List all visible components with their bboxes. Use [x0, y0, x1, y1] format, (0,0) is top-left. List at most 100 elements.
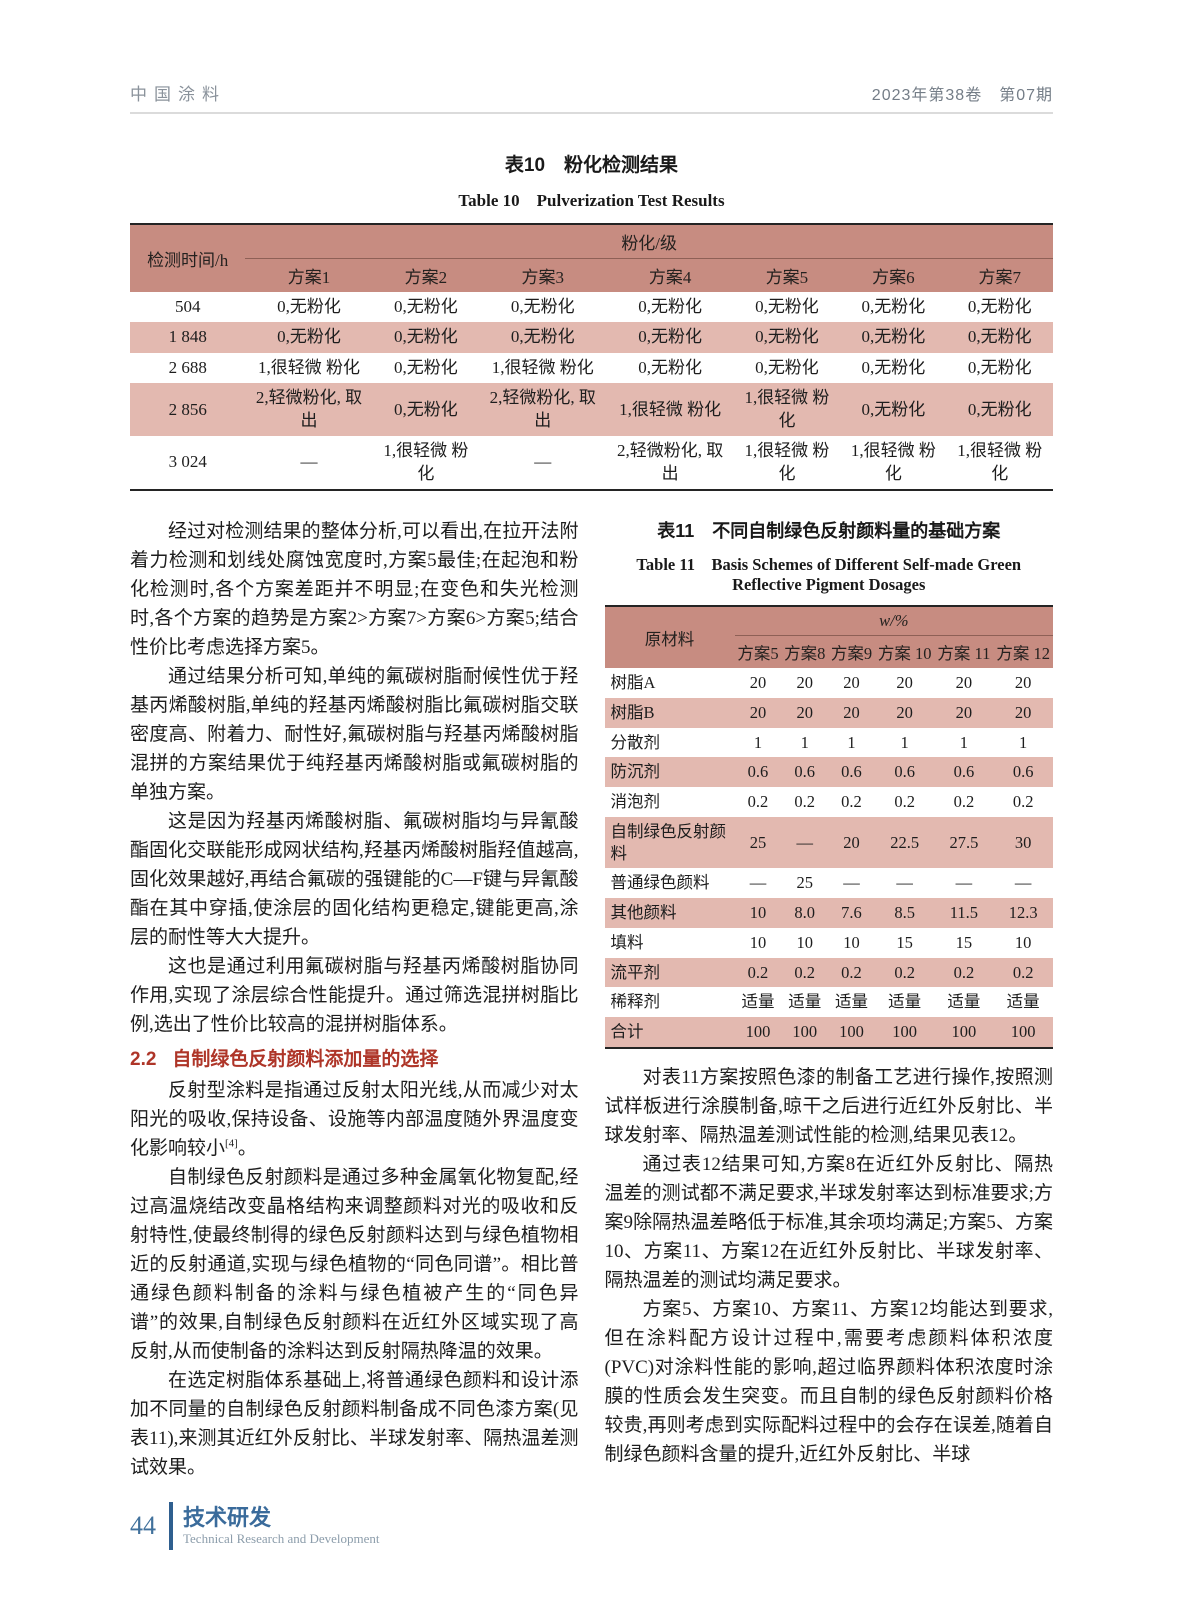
table-cell: 11.5	[949, 903, 979, 923]
table-cell: 0,无粉化	[967, 399, 1032, 419]
table-cell: 20	[955, 673, 973, 693]
table10-scheme-row: 方案1 方案2 方案3 方案4 方案5 方案6 方案7	[130, 259, 1053, 293]
table-cell: 0.6	[953, 762, 975, 782]
table-cell: 15	[896, 932, 913, 952]
table-cell: 0,无粉化	[755, 327, 819, 347]
table-cell: 2,轻微粉化, 取出	[255, 388, 363, 430]
table-row: 分散剂 1 1 1 1 1 1	[605, 728, 1054, 758]
table-cell: 2,轻微粉化, 取出	[616, 441, 724, 483]
table-cell: 0,无粉化	[755, 297, 819, 316]
table-cell: 100	[892, 1022, 918, 1042]
table-cell: —	[896, 873, 913, 893]
column-header: 方案4	[648, 268, 692, 287]
table-cell: 0.2	[841, 962, 862, 982]
column-header: 方案2	[404, 268, 448, 287]
table-cell: 0,无粉化	[510, 297, 575, 316]
table-cell: 1	[753, 732, 763, 752]
table-row: 2 856 2,轻微粉化, 取出 0,无粉化 2,轻微粉化, 取出 1,很轻微 粉化 1,…	[130, 383, 1053, 437]
row-label: 分散剂	[610, 732, 661, 752]
table10-group-header: 粉化/级	[245, 224, 1053, 259]
table10-title-zh: 表10 粉化检测结果	[504, 155, 679, 176]
table-cell: 27.5	[949, 832, 979, 852]
table-row: 流平剂 0.2 0.2 0.2 0.2 0.2 0.2	[604, 957, 1053, 988]
right-column-text: 对表11方案按照色漆的制备工艺进行操作,按照测试样板进行涂膜制备,晾干之后进行近…	[605, 1063, 1054, 1469]
table-cell: 适量	[888, 992, 922, 1012]
table-cell: 0,无粉化	[638, 297, 702, 316]
table-cell: 25	[796, 873, 813, 893]
table-cell: 1,很轻微 粉化	[744, 388, 830, 430]
table-cell: 0,无粉化	[755, 357, 819, 377]
table10-head: 检测时间/h 粉化/级 方案1 方案2 方案3 方案4 方案5 方案6 方案7	[130, 224, 1053, 292]
table-row: 其他颜料 10 8.0 7.6 8.5 11.5 12.3	[604, 898, 1053, 928]
row-label: 3 024	[168, 452, 207, 472]
table-cell: 10	[749, 903, 767, 923]
table10-body: 504 0,无粉化 0,无粉化 0,无粉化 0,无粉化 0,无粉化 0,无粉化 0,无粉化 1 …	[130, 292, 1053, 490]
column-header: 方案 12	[996, 644, 1050, 664]
table-cell: 2,轻微粉化, 取出	[489, 388, 596, 430]
row-label: 其他颜料	[610, 903, 677, 923]
table-cell: 0.2	[894, 792, 915, 812]
pigment-dosage-table: 原材料 w/% 方案5 方案8 方案9 方案 10 方案 11 方案 12 树脂A 20 20…	[604, 605, 1054, 1050]
table-cell: —	[843, 873, 860, 893]
table-cell: 0,无粉化	[967, 327, 1032, 347]
table-cell: 0,无粉化	[394, 357, 458, 377]
table-cell: 适量	[947, 992, 981, 1012]
table-cell: 0,无粉化	[277, 297, 341, 316]
table-cell: 0.6	[794, 762, 816, 782]
table-cell: 0.6	[747, 762, 769, 782]
table-cell: 适量	[741, 992, 775, 1012]
column-header: 方案3	[521, 268, 565, 287]
table-cell: 适量	[1006, 992, 1040, 1012]
table10-row-header: 检测时间/h	[147, 251, 229, 270]
table-cell: 适量	[834, 992, 868, 1012]
table-cell: 7.6	[841, 903, 862, 923]
table-cell: 20	[796, 702, 813, 722]
table-cell: 0.2	[894, 962, 915, 982]
table-cell: 10	[1014, 932, 1032, 952]
table-cell: 0.6	[1012, 762, 1034, 782]
table-row: 防沉剂 0.6 0.6 0.6 0.6 0.6 0.6	[604, 757, 1053, 788]
paragraph: 对表11方案按照色漆的制备工艺进行操作,按照测试样板进行涂膜制备,晾干之后进行近…	[604, 1067, 1054, 1147]
paragraph: 反射型涂料是指通过反射太阳光线,从而减少对太阳光的吸收,保持设备、设施等内部温度…	[130, 1080, 579, 1160]
table11-row-header: 原材料	[644, 629, 695, 649]
table-cell: 1	[1019, 732, 1028, 752]
table-cell: 1	[900, 732, 909, 752]
reference-marker: [4]	[225, 1137, 238, 1150]
column-header: 方案9	[830, 644, 873, 664]
table-cell: 10	[749, 932, 767, 952]
paragraph: 自制绿色反射颜料是通过多种金属氧化物复配,经过高温烧结改变晶格结构来调整颜料对光…	[130, 1167, 579, 1363]
footer-divider	[169, 1502, 173, 1550]
table-cell: 20	[843, 702, 860, 722]
row-label: 504	[174, 297, 201, 316]
column-header: 方案 11	[937, 644, 991, 664]
paragraph: 通过表12结果可知,方案8在近红外反射比、隔热温差的测试都不满足要求,半球发射率…	[604, 1154, 1054, 1292]
footer-section: 技术研发 Technical Research and Development	[183, 1505, 380, 1547]
table-cell: 100	[792, 1022, 818, 1042]
table-cell: 0,无粉化	[861, 327, 926, 347]
row-label: 防沉剂	[610, 762, 661, 782]
table-cell: 0.2	[747, 792, 769, 812]
table-cell: 0,无粉化	[394, 297, 458, 316]
column-header: 方案5	[765, 268, 809, 287]
table-cell: 20	[843, 673, 860, 693]
paragraph: 在选定树脂体系基础上,将普通绿色颜料和设计添加不同量的自制绿色反射颜料制备成不同…	[130, 1370, 579, 1479]
table11-title-en: Table 11 Basis Schemes of Different Self…	[636, 555, 1022, 595]
table-row: 普通绿色颜料 — 25 — — — —	[605, 868, 1054, 898]
table-cell: 25	[749, 832, 767, 852]
column-header: 方案1	[287, 268, 331, 287]
table-cell: —	[1014, 873, 1032, 893]
row-label: 树脂B	[610, 702, 655, 722]
table-row: 树脂B 20 20 20 20 20 20	[604, 697, 1053, 728]
left-column: 经过对检测结果的整体分析,可以看出,在拉开法附着力检测和划线处腐蚀宽度时,方案5…	[130, 517, 579, 1482]
section-heading: 2.2 自制绿色反射颜料添加量的选择	[130, 1044, 579, 1071]
table-cell: 1	[800, 732, 809, 752]
column-header: 方案6	[872, 268, 915, 287]
table11-body: 树脂A 20 20 20 20 20 20 树脂B 20 20 20 20 20 20 分散剂 1 1 1 1 1 1 防…	[604, 668, 1054, 1049]
table-cell: 1,很轻微 粉化	[744, 441, 830, 483]
table11-group-header: w/%	[734, 606, 1053, 637]
table-cell: 20	[896, 702, 913, 722]
paragraph: 这也是通过利用氟碳树脂与羟基丙烯酸树脂协同作用,实现了涂层综合性能提升。通过筛选…	[130, 956, 579, 1036]
table-cell: 20	[896, 673, 913, 693]
table-cell: 1,很轻微 粉化	[850, 441, 936, 483]
table10-title-en: Table 10 Pulverization Test Results	[458, 191, 725, 210]
